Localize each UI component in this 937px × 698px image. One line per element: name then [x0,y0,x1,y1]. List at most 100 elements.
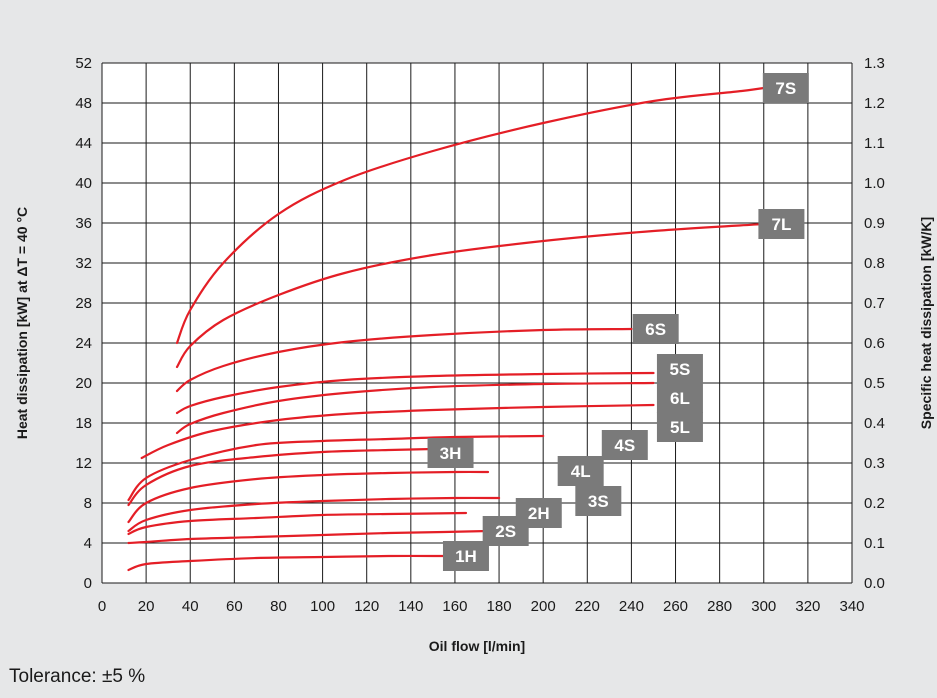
y2-tick-label: 0.6 [864,335,885,352]
series-label-text: 3S [588,492,609,511]
series-line-7l [175,222,765,369]
series-lines [127,86,765,572]
x-tick-label: 80 [270,598,287,615]
series-label-text: 7L [771,215,791,234]
x-tick-label: 280 [707,598,732,615]
series-label-3h: 3H [427,438,474,468]
series-label-text: 2S [495,522,516,541]
series-label-box [557,456,604,486]
x-tick-label: 100 [310,598,335,615]
y2-tick-label: 0.7 [864,295,885,312]
series-line-6l [175,381,655,435]
x-axis-ticks: 0 20 40 60 80 100 120 140 160 180 200 220 240 260 280 3… [98,598,865,615]
x-tick-label: 200 [531,598,556,615]
series-label-6l: 6L [656,383,703,413]
series-label-box [515,498,562,528]
series-line-4l [127,470,490,524]
series-labels: 1H 2S 2H 3S 4L 3H 4S 5L 6L 5S 6S 7L 7S [427,73,809,571]
y-tick-label: 44 [75,135,92,152]
x-tick-label: 340 [839,598,864,615]
y2-tick-label: 0.4 [864,415,885,432]
y-tick-label: 12 [75,455,92,472]
series-label-text: 6L [670,389,690,408]
y2-tick-label: 1.3 [864,55,885,72]
y-tick-label: 32 [75,255,92,272]
y-axis-title: Heat dissipation [kW] at ΔT = 40 °C [14,207,30,439]
x-tick-label: 220 [575,598,600,615]
series-label-text: 3H [440,444,462,463]
series-line-2h [127,511,468,536]
series-label-box [427,438,474,468]
series-line-1h [127,554,445,572]
series-label-4s: 4S [601,430,648,460]
series-label-box [656,412,703,442]
series-label-6s: 6S [632,314,679,344]
x-axis-title: Oil flow [l/min] [429,638,525,654]
series-label-text: 5S [670,360,691,379]
series-label-box [632,314,679,344]
series-line-2s [127,529,490,545]
x-tick-label: 160 [442,598,467,615]
series-line-6s [175,327,633,393]
y-tick-label: 40 [75,175,92,192]
y-tick-label: 4 [84,535,92,552]
x-tick-label: 260 [663,598,688,615]
y2-axis-title: Specific heat dissipation [kW/K] [918,217,934,429]
series-label-7s: 7S [762,73,809,103]
series-label-text: 4L [571,462,591,481]
y2-tick-label: 0.2 [864,495,885,512]
x-tick-label: 20 [138,598,155,615]
series-label-3s: 3S [575,486,622,516]
series-label-box [762,73,809,103]
x-tick-label: 40 [182,598,199,615]
x-tick-label: 180 [487,598,512,615]
series-label-text: 4S [614,436,635,455]
series-label-text: 6S [645,320,666,339]
tolerance-note: Tolerance: ±5 % [9,666,146,687]
series-line-7s [175,86,765,345]
x-tick-label: 60 [226,598,243,615]
series-label-text: 7S [775,79,796,98]
series-label-box [442,541,489,571]
y2-axis-ticks: 0.0 0.1 0.2 0.3 0.4 0.5 0.6 0.7 0.8 0.9 1.0 1.1 1.2 1… [864,55,885,592]
series-label-text: 5L [670,418,690,437]
y2-tick-label: 1.2 [864,95,885,112]
y-tick-label: 8 [84,495,92,512]
series-label-box [656,383,703,413]
y2-tick-label: 0.9 [864,215,885,232]
series-line-3s [127,496,501,533]
x-tick-label: 320 [795,598,820,615]
series-line-3h [127,447,434,507]
x-tick-label: 0 [98,598,106,615]
x-tick-label: 120 [354,598,379,615]
x-tick-label: 240 [619,598,644,615]
y2-tick-label: 1.1 [864,135,885,152]
y-tick-label: 20 [75,375,92,392]
y2-tick-label: 0.8 [864,255,885,272]
series-label-text: 1H [455,547,477,566]
series-label-5l: 5L [656,412,703,442]
x-tick-label: 140 [398,598,423,615]
series-label-box [575,486,622,516]
y-tick-label: 52 [75,55,92,72]
plot-area [102,63,852,583]
y-tick-label: 36 [75,215,92,232]
series-label-box [758,209,805,239]
y2-tick-label: 0.0 [864,575,885,592]
series-line-5s [175,371,655,415]
y-tick-label: 18 [75,415,92,432]
series-label-4l: 4L [557,456,604,486]
y2-tick-label: 0.5 [864,375,885,392]
series-label-text: 2H [528,504,550,523]
y-tick-label: 24 [75,335,92,352]
series-label-1h: 1H [442,541,489,571]
series-label-5s: 5S [656,354,703,384]
y2-tick-label: 0.3 [864,455,885,472]
series-label-2h: 2H [515,498,562,528]
series-line-4s [127,434,545,502]
y-tick-label: 0 [84,575,92,592]
y2-tick-label: 1.0 [864,175,885,192]
series-line-5l [140,403,655,460]
series-label-box [601,430,648,460]
